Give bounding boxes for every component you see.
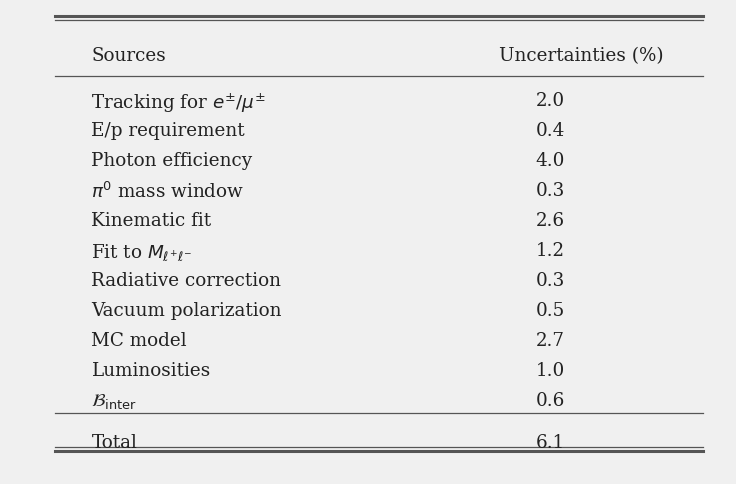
Text: Photon efficiency: Photon efficiency xyxy=(91,152,252,170)
Text: $\pi^{0}$ mass window: $\pi^{0}$ mass window xyxy=(91,182,244,202)
Text: Kinematic fit: Kinematic fit xyxy=(91,212,212,230)
Text: 1.2: 1.2 xyxy=(535,242,565,260)
Text: 0.4: 0.4 xyxy=(535,122,565,140)
Text: 6.1: 6.1 xyxy=(535,434,565,452)
Text: 0.3: 0.3 xyxy=(535,272,565,290)
Text: $\mathcal{B}_{\mathrm{inter}}$: $\mathcal{B}_{\mathrm{inter}}$ xyxy=(91,392,137,411)
Text: 4.0: 4.0 xyxy=(535,152,565,170)
Text: E/p requirement: E/p requirement xyxy=(91,122,245,140)
Text: Uncertainties (%): Uncertainties (%) xyxy=(499,47,664,65)
Text: Luminosities: Luminosities xyxy=(91,362,210,380)
Text: Vacuum polarization: Vacuum polarization xyxy=(91,302,282,320)
Text: MC model: MC model xyxy=(91,332,187,350)
Text: 2.6: 2.6 xyxy=(535,212,565,230)
Text: Radiative correction: Radiative correction xyxy=(91,272,281,290)
Text: 1.0: 1.0 xyxy=(535,362,565,380)
Text: Total: Total xyxy=(91,434,138,452)
Text: Fit to $M_{\ell^{+}\ell^{-}}$: Fit to $M_{\ell^{+}\ell^{-}}$ xyxy=(91,242,192,263)
Text: 2.0: 2.0 xyxy=(535,92,565,110)
Text: Tracking for $e^{\pm}/\mu^{\pm}$: Tracking for $e^{\pm}/\mu^{\pm}$ xyxy=(91,92,266,116)
Text: 0.3: 0.3 xyxy=(535,182,565,200)
Text: 0.5: 0.5 xyxy=(535,302,565,320)
Text: Sources: Sources xyxy=(91,47,166,65)
Text: 0.6: 0.6 xyxy=(535,392,565,410)
Text: 2.7: 2.7 xyxy=(535,332,565,350)
